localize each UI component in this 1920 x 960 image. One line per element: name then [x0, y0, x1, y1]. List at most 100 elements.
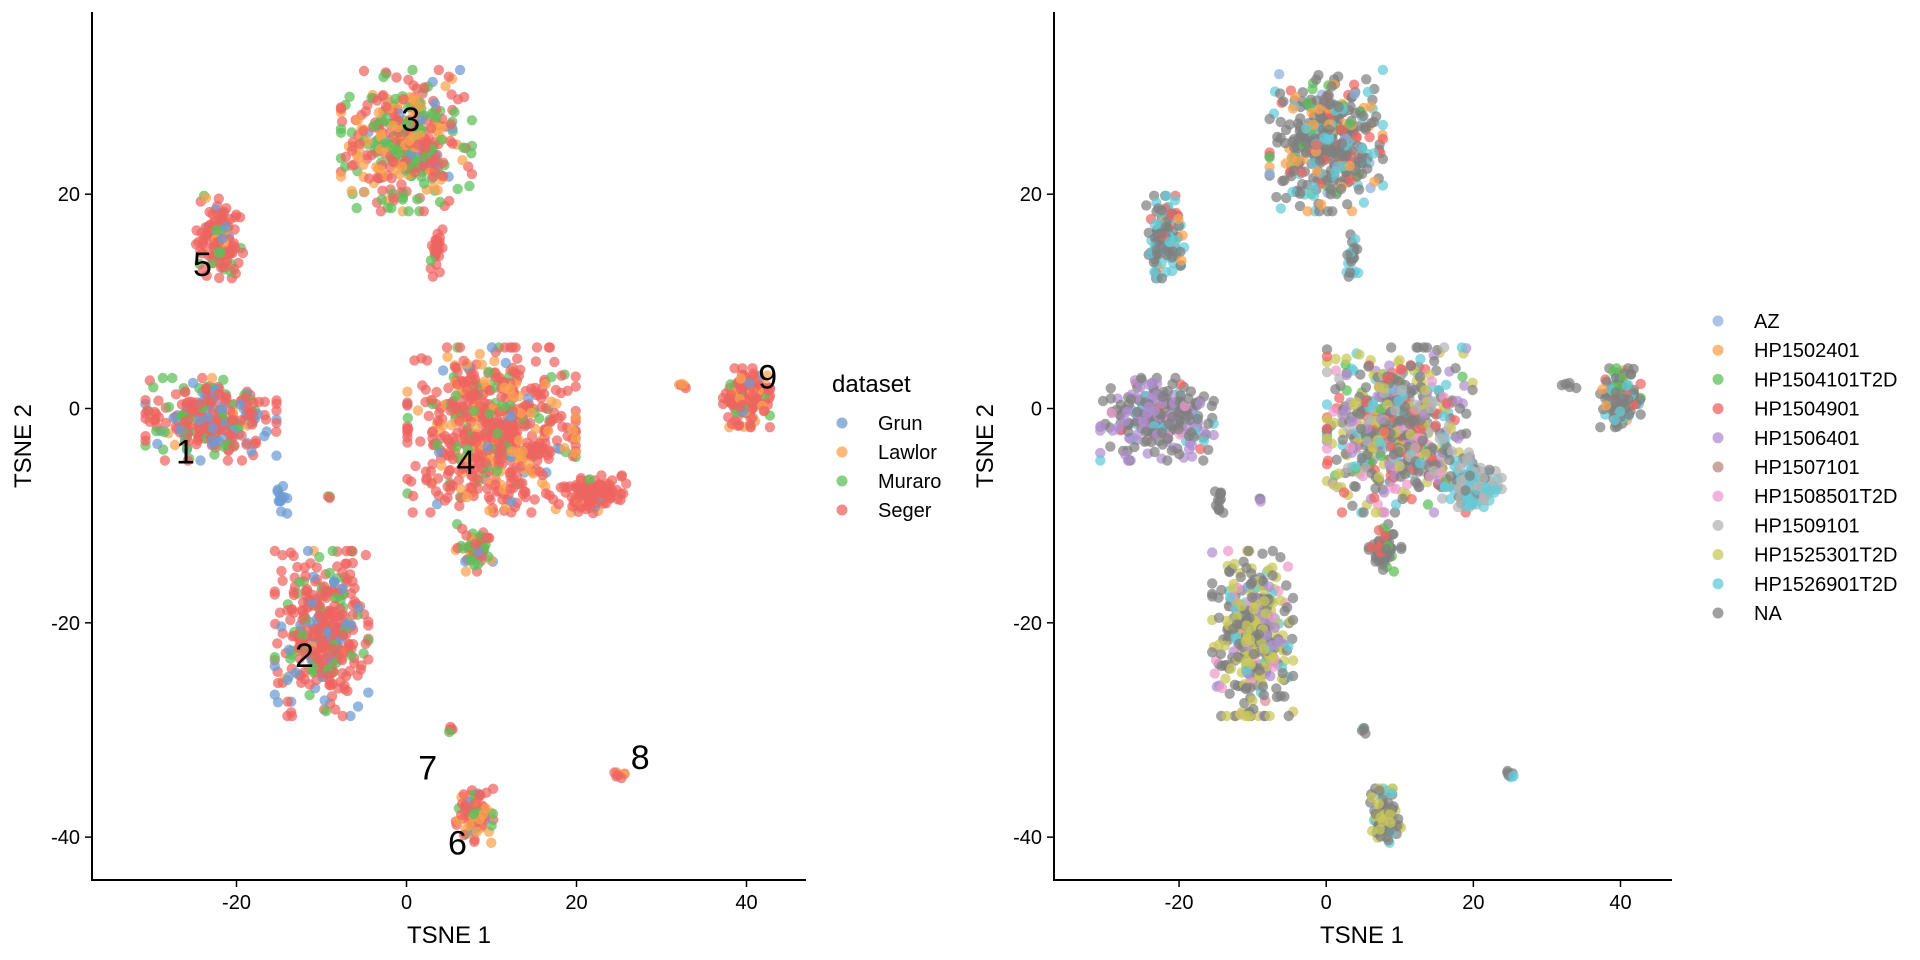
point-na	[1203, 418, 1214, 429]
point-na	[1213, 592, 1224, 603]
point-hp1504901	[1379, 426, 1390, 437]
point-na	[1275, 690, 1286, 702]
point-muraro	[163, 401, 175, 413]
point-grun	[152, 438, 163, 450]
point-na	[1358, 724, 1369, 735]
point-lawlor	[735, 373, 747, 384]
point-hp1526901t2d	[1283, 641, 1294, 652]
point-seger	[228, 263, 240, 275]
legend-entry-az: AZ	[1712, 311, 1780, 333]
point-na	[1155, 228, 1167, 239]
point-seger	[447, 480, 458, 492]
point-na	[1131, 406, 1143, 418]
point-seger	[469, 834, 480, 845]
point-na	[1174, 448, 1185, 460]
point-muraro	[584, 474, 595, 485]
point-seger	[323, 615, 334, 627]
point-na	[1635, 409, 1646, 420]
point-hp1506401	[1112, 421, 1124, 433]
point-seger	[259, 396, 270, 407]
cluster-label-9: 9	[758, 358, 777, 396]
legend-sample: AZHP1502401HP1504101T2DHP1504901HP150640…	[1712, 311, 1897, 625]
point-na	[1429, 356, 1440, 367]
point-hp1526901t2d	[1161, 190, 1172, 201]
point-na	[1360, 382, 1372, 393]
legend-entry-seger: Seger	[836, 500, 932, 522]
point-lawlor	[543, 425, 554, 437]
point-seger	[477, 389, 489, 400]
point-na	[1271, 683, 1282, 694]
point-muraro	[496, 400, 508, 412]
point-na	[1351, 244, 1363, 255]
point-na	[1404, 418, 1416, 430]
point-na	[1213, 612, 1225, 623]
point-seger	[421, 355, 433, 366]
point-seger	[160, 417, 172, 429]
point-seger	[747, 403, 758, 414]
legend-label: AZ	[1754, 311, 1780, 333]
point-hp1525301t2d	[1375, 812, 1386, 823]
point-lawlor	[470, 421, 482, 432]
point-hp1526901t2d	[1321, 399, 1333, 410]
y-tick-label: 20	[58, 184, 80, 206]
point-na	[1377, 153, 1389, 165]
point-hp1509101	[1389, 405, 1401, 416]
point-na	[1203, 444, 1214, 455]
point-na	[1224, 688, 1235, 699]
point-na	[1287, 592, 1299, 604]
point-seger	[300, 570, 311, 582]
point-seger	[214, 272, 225, 284]
point-na	[1336, 138, 1348, 149]
point-na	[1140, 426, 1151, 437]
point-seger	[459, 433, 471, 444]
point-hp1506401	[1095, 447, 1106, 459]
point-seger	[427, 271, 439, 282]
point-hp1504901	[1338, 487, 1350, 498]
point-na	[1167, 252, 1178, 263]
legend-label: HP1525301T2D	[1754, 545, 1897, 567]
point-grun	[290, 667, 302, 678]
point-hp1526901t2d	[1508, 771, 1519, 782]
point-seger	[346, 145, 358, 156]
point-hp1525301t2d	[1287, 655, 1299, 666]
point-muraro	[368, 120, 380, 131]
point-seger	[388, 156, 399, 168]
point-lawlor	[474, 348, 485, 360]
point-hp1502401	[1302, 206, 1313, 217]
point-hp1506401	[1135, 382, 1146, 393]
point-hp1506401	[1428, 507, 1440, 518]
point-na	[1215, 487, 1226, 498]
point-muraro	[434, 196, 446, 208]
point-seger	[337, 710, 348, 722]
point-hp1506401	[1452, 433, 1464, 444]
point-grun	[506, 496, 517, 507]
point-na	[1287, 670, 1299, 682]
point-hp1506401	[1376, 414, 1387, 425]
point-seger	[584, 493, 595, 505]
point-na	[1396, 541, 1407, 553]
point-seger	[574, 489, 585, 501]
point-hp1508501t2d	[1357, 470, 1369, 482]
point-seger	[425, 507, 436, 518]
point-hp1504901	[1377, 133, 1389, 145]
legend-label: HP1507101	[1754, 457, 1860, 479]
point-muraro	[335, 123, 347, 134]
point-seger	[733, 419, 745, 431]
point-seger	[403, 74, 414, 86]
point-grun	[220, 222, 231, 233]
point-hp1525301t2d	[1219, 640, 1231, 651]
point-seger	[410, 460, 421, 472]
legend-label: HP1526901T2D	[1754, 574, 1897, 596]
point-muraro	[344, 91, 355, 103]
point-seger	[564, 481, 576, 492]
point-hp1509101	[1362, 436, 1373, 447]
point-seger	[220, 257, 231, 269]
point-na	[1156, 273, 1168, 284]
point-na	[1152, 248, 1163, 260]
point-seger	[737, 363, 748, 374]
point-seger	[427, 426, 438, 437]
point-na	[1275, 132, 1287, 144]
